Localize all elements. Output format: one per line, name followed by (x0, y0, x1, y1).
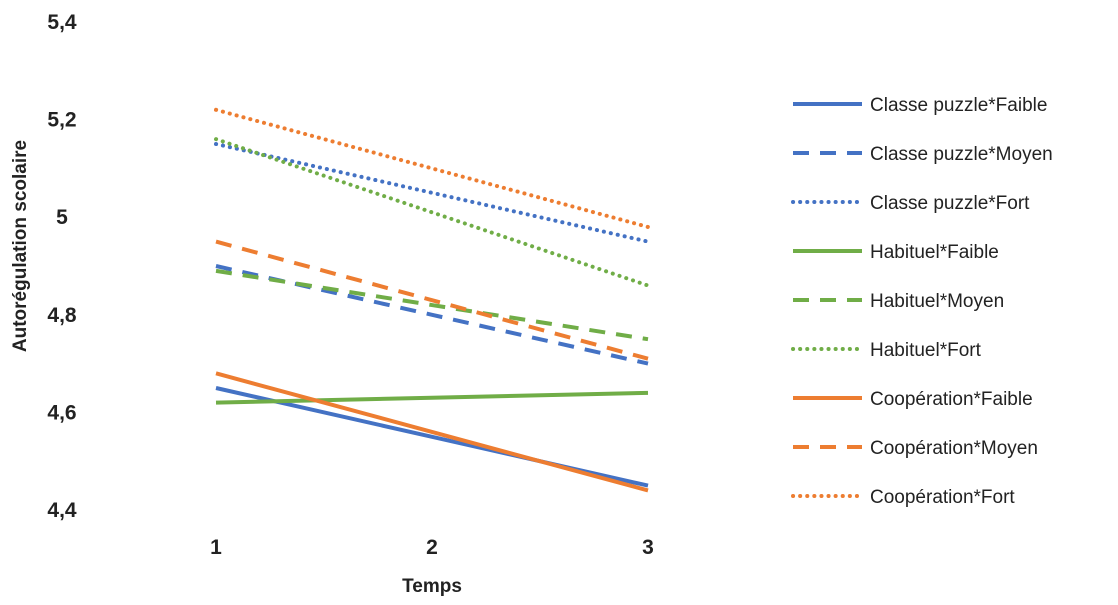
x-axis-title: Temps (402, 576, 462, 597)
series-line (215, 239, 649, 361)
series-line (215, 390, 649, 405)
legend-label: Coopération*Moyen (870, 438, 1038, 459)
legend-label: Coopération*Faible (870, 389, 1033, 410)
legend-label: Habituel*Fort (870, 340, 982, 361)
legend-label: Coopération*Fort (870, 487, 1015, 508)
series-lines (214, 107, 650, 493)
legend: Classe puzzle*Faible Classe puzzle*Moyen C… (791, 95, 1053, 508)
y-tick-label: 4,4 (47, 499, 77, 522)
y-tick-label: 5,2 (47, 109, 76, 132)
legend-label: Habituel*Faible (870, 242, 999, 263)
y-tick-label: 4,6 (47, 401, 76, 424)
y-axis-title: Autorégulation scolaire (10, 140, 31, 352)
legend-label: Habituel*Moyen (870, 291, 1004, 312)
y-axis-ticks: 4,4 4,6 4,8 5 5,2 5,4 (47, 11, 77, 522)
legend-label: Classe puzzle*Moyen (870, 144, 1053, 165)
y-tick-label: 5,4 (47, 11, 77, 34)
y-tick-label: 5 (56, 206, 68, 229)
series-line (215, 268, 649, 342)
x-tick-label: 3 (642, 536, 654, 559)
legend-label: Classe puzzle*Fort (870, 193, 1030, 214)
x-tick-label: 1 (210, 536, 222, 559)
x-axis-ticks: 1 2 3 (210, 536, 654, 559)
series-line (214, 137, 650, 288)
x-tick-label: 2 (426, 536, 438, 559)
series-line (215, 264, 649, 366)
series-line (214, 107, 650, 229)
series-line (215, 371, 649, 493)
series-line (214, 142, 650, 244)
y-tick-label: 4,8 (47, 304, 77, 327)
legend-label: Classe puzzle*Faible (870, 95, 1047, 116)
